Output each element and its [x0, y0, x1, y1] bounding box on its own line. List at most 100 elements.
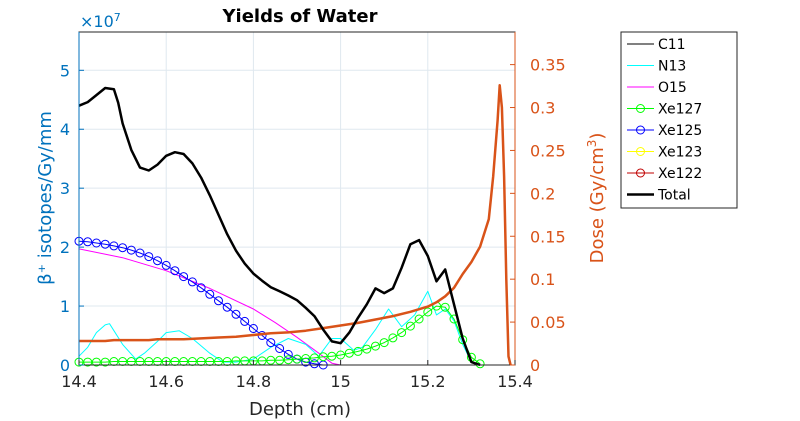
y-right-label-main: Dose (Gy/cm [587, 147, 608, 263]
data-point [309, 359, 319, 369]
y-left-tick-label: 3 [60, 179, 70, 198]
data-point [309, 353, 319, 363]
y-right-tick-label: 0 [530, 356, 540, 375]
legend-item-o15: O15 [627, 80, 687, 96]
data-point [405, 321, 415, 331]
chart-title: Yields of Water [222, 6, 378, 27]
x-tick-label: 14.6 [148, 372, 184, 391]
data-point [214, 296, 223, 306]
y-right-label-sup: 3 [585, 140, 599, 148]
data-point [109, 241, 119, 251]
y-right-tick-label: 0.1 [530, 270, 555, 289]
x-tick-label: 14.8 [236, 372, 272, 391]
data-point [135, 248, 145, 258]
y-right-tick-label: 0.35 [530, 56, 566, 75]
data-point [371, 341, 380, 351]
axes: 14.4 14.6 14.8 15 15.2 15.401234500.050.10.15… [60, 56, 566, 391]
legend-item-c11: C11 [627, 37, 686, 53]
legend-item-n13: N13 [627, 59, 686, 75]
exponent-base: ×10 [80, 12, 114, 31]
data-point [100, 239, 110, 249]
legend-label: N13 [658, 59, 686, 75]
y-right-tick-label: 0.25 [530, 141, 566, 160]
data-point [91, 357, 101, 367]
data-point [379, 338, 389, 348]
data-point [170, 266, 180, 276]
legend-box [620, 31, 738, 209]
y-right-axis-label: Dose (Gy/cm3) [585, 133, 608, 264]
series-line [78, 290, 481, 366]
data-point [266, 338, 276, 348]
data-point [327, 351, 337, 361]
data-point [196, 283, 206, 293]
legend-label: Xe127 [658, 102, 702, 118]
left-axis-exponent: ×107 [80, 11, 121, 32]
legend-label: Xe122 [658, 166, 702, 182]
y-right-tick-label: 0.15 [530, 227, 566, 246]
data-point [83, 357, 93, 367]
y-left-tick-label: 1 [60, 297, 70, 316]
legend-label: O15 [658, 80, 687, 96]
y-left-tick-label: 5 [60, 61, 70, 80]
legend-item-xe127: Xe127 [627, 102, 702, 118]
legend-item-xe122: Xe122 [627, 166, 702, 182]
data-point [179, 272, 189, 282]
x-tick-label: 15.2 [410, 372, 446, 391]
y-left-tick-label: 2 [60, 238, 70, 257]
legend-item-total: Total [627, 188, 691, 204]
data-point [353, 346, 363, 356]
legend-item-xe125: Xe125 [627, 123, 702, 139]
x-axis-label: Depth (cm) [249, 399, 351, 420]
data-point [231, 309, 241, 319]
data-point [91, 238, 101, 248]
data-point [240, 316, 250, 326]
data-point [301, 354, 311, 363]
legend-label: Xe123 [658, 145, 702, 161]
y-right-tick-label: 0.2 [530, 184, 555, 203]
data-point [275, 344, 285, 353]
exponent-power: 7 [114, 11, 121, 24]
legend: C11 N13 O15 Xe127 Xe125 Xe123 Xe122 Total [620, 31, 738, 209]
legend-marker [636, 125, 645, 135]
data-point [292, 354, 302, 364]
data-point [388, 333, 398, 343]
y-left-tick-label: 0 [60, 356, 70, 375]
x-tick-label: 15 [330, 372, 350, 391]
data-point [222, 302, 232, 312]
x-tick-label: 15.4 [497, 372, 533, 391]
data-point [126, 245, 136, 255]
y-left-tick-label: 4 [60, 120, 70, 139]
data-point [414, 314, 424, 324]
data-point [283, 349, 293, 359]
series-line [78, 86, 481, 367]
data-point [336, 350, 346, 360]
legend-label: Xe125 [658, 123, 702, 139]
data-point [344, 348, 354, 358]
legend-marker [636, 104, 645, 113]
legend-label: C11 [658, 37, 686, 53]
data-point [205, 289, 215, 299]
data-point [100, 357, 110, 367]
legend-item-xe123: Xe123 [627, 145, 702, 161]
y-right-label-close: ) [587, 133, 608, 140]
data-point [118, 243, 128, 253]
legend-marker [636, 147, 645, 156]
y-right-tick-label: 0.3 [530, 99, 555, 118]
legend-entries: C11 N13 O15 Xe127 Xe125 Xe123 Xe122 Total [627, 37, 702, 204]
data-point [397, 328, 407, 338]
grid [79, 32, 515, 365]
data-point [362, 344, 372, 354]
data-point [248, 324, 258, 333]
plot-area [74, 83, 512, 370]
y-right-tick-label: 0.05 [530, 313, 566, 332]
x-tick-label: 14.4 [61, 372, 97, 391]
data-point [187, 277, 197, 287]
data-point [153, 256, 162, 266]
data-point [283, 355, 293, 365]
data-point [440, 302, 450, 312]
series-line [79, 83, 512, 366]
legend-label: Total [657, 188, 691, 204]
legend-marker [636, 168, 645, 178]
data-point [144, 252, 154, 262]
